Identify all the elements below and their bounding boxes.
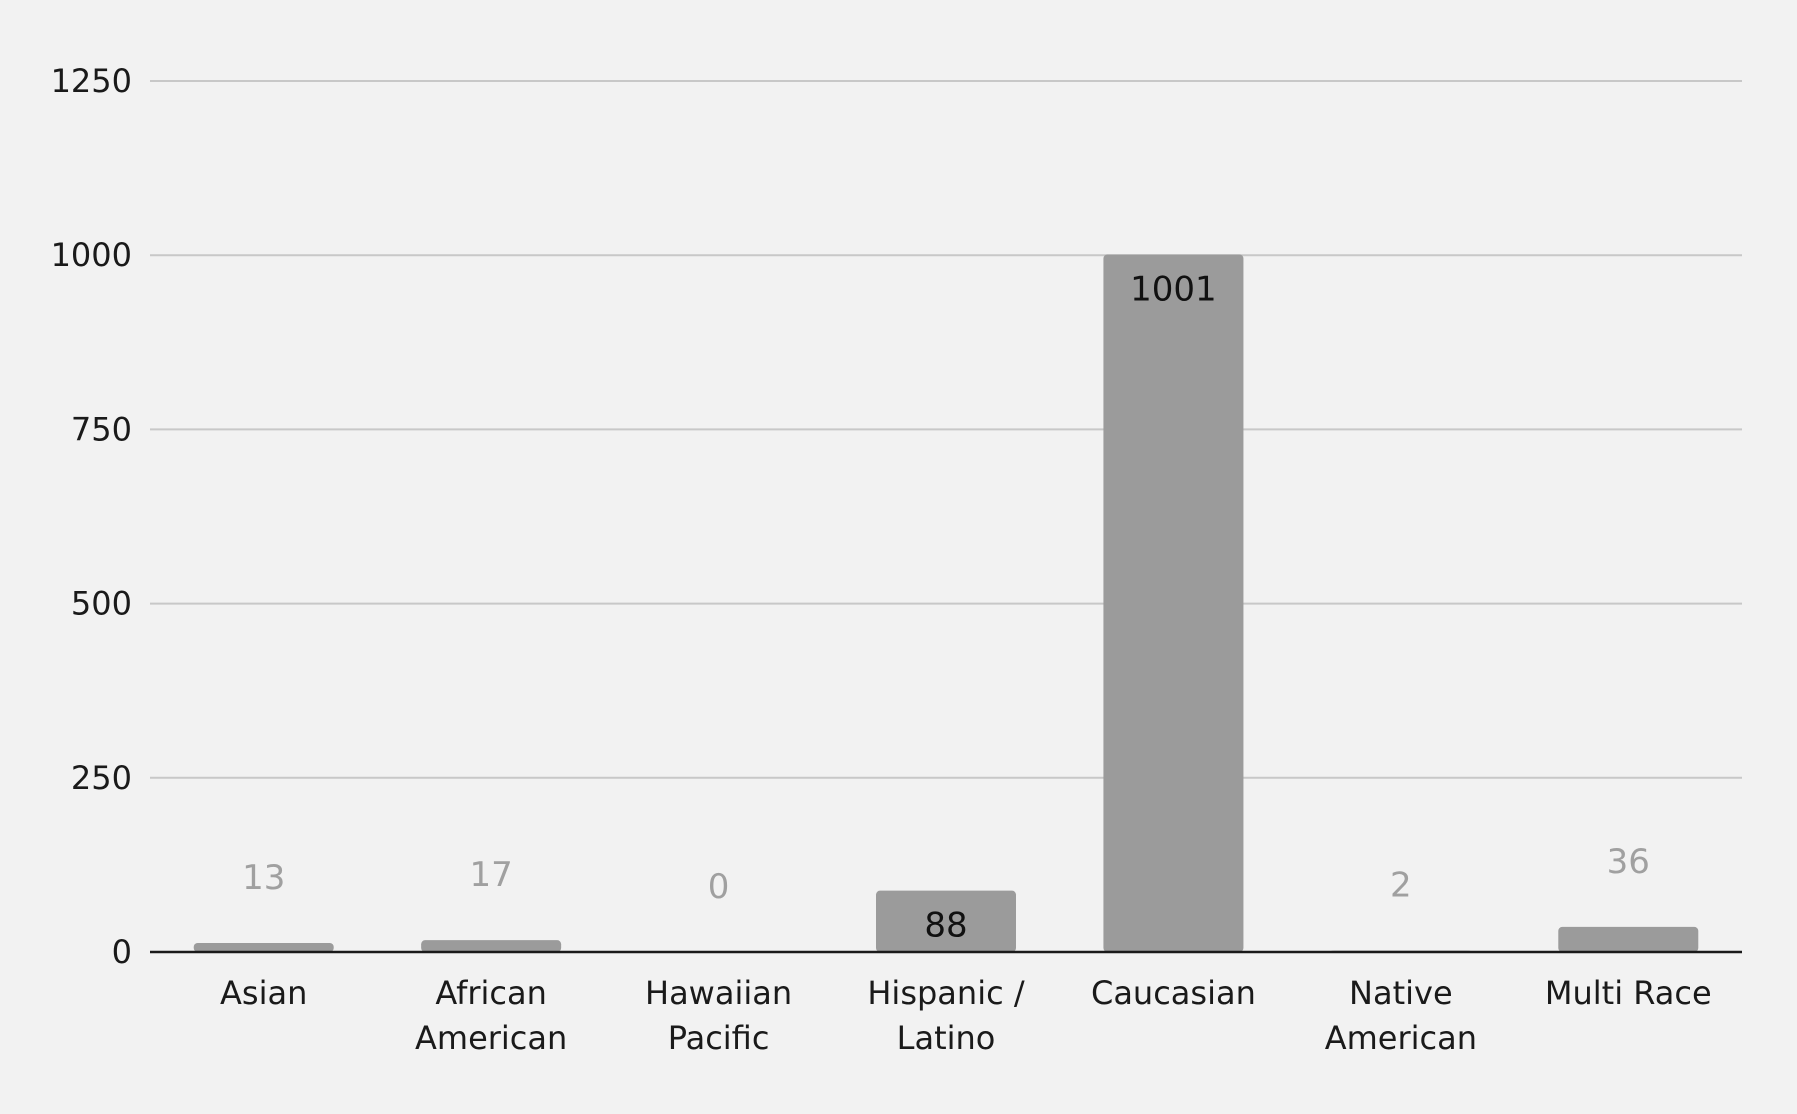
- data-label: 36: [1607, 842, 1650, 882]
- x-tick-label-line: Latino: [897, 1019, 996, 1057]
- x-tick-label-line: American: [1325, 1019, 1477, 1057]
- labels: 0 250 500 750 1000 1250 13 Asian 17 African Americ…: [51, 62, 1712, 1057]
- x-tick-label-line: Hawaiian: [645, 974, 792, 1012]
- data-label: 13: [242, 858, 285, 898]
- bar: [421, 940, 562, 952]
- x-tick-label: Native American: [1325, 974, 1477, 1057]
- y-tick-label: 500: [71, 585, 132, 623]
- x-tick-label: Caucasian: [1091, 974, 1256, 1012]
- x-tick-label: Asian: [220, 974, 307, 1012]
- x-tick-label-line: Multi Race: [1545, 974, 1712, 1012]
- y-tick-label: 0: [112, 933, 132, 971]
- data-label: 17: [470, 855, 513, 895]
- data-label: 88: [924, 906, 967, 946]
- x-tick-label-line: Caucasian: [1091, 974, 1256, 1012]
- x-tick-label-line: Pacific: [668, 1019, 770, 1057]
- data-label: 1001: [1130, 270, 1217, 310]
- y-tick-label: 1000: [51, 236, 132, 274]
- x-tick-label-line: African: [435, 974, 547, 1012]
- bar: [1558, 926, 1699, 952]
- y-tick-label: 250: [71, 759, 132, 797]
- bar: [1103, 254, 1244, 953]
- data-label: 2: [1390, 866, 1412, 906]
- x-tick-label: African American: [415, 974, 567, 1057]
- x-tick-label-line: Native: [1349, 974, 1453, 1012]
- x-tick-label: Multi Race: [1545, 974, 1712, 1012]
- y-tick-label: 1250: [51, 62, 132, 100]
- bar: [193, 942, 334, 952]
- x-tick-label-line: American: [415, 1019, 567, 1057]
- data-label: 0: [708, 867, 730, 907]
- gridlines: [150, 80, 1742, 779]
- bar: [876, 890, 1016, 952]
- y-tick-label: 750: [71, 410, 132, 448]
- x-tick-label: Hawaiian Pacific: [645, 974, 792, 1057]
- x-tick-label: Hispanic / Latino: [867, 974, 1024, 1057]
- x-tick-label-line: Asian: [220, 974, 307, 1012]
- x-tick-label-line: Hispanic /: [867, 974, 1024, 1012]
